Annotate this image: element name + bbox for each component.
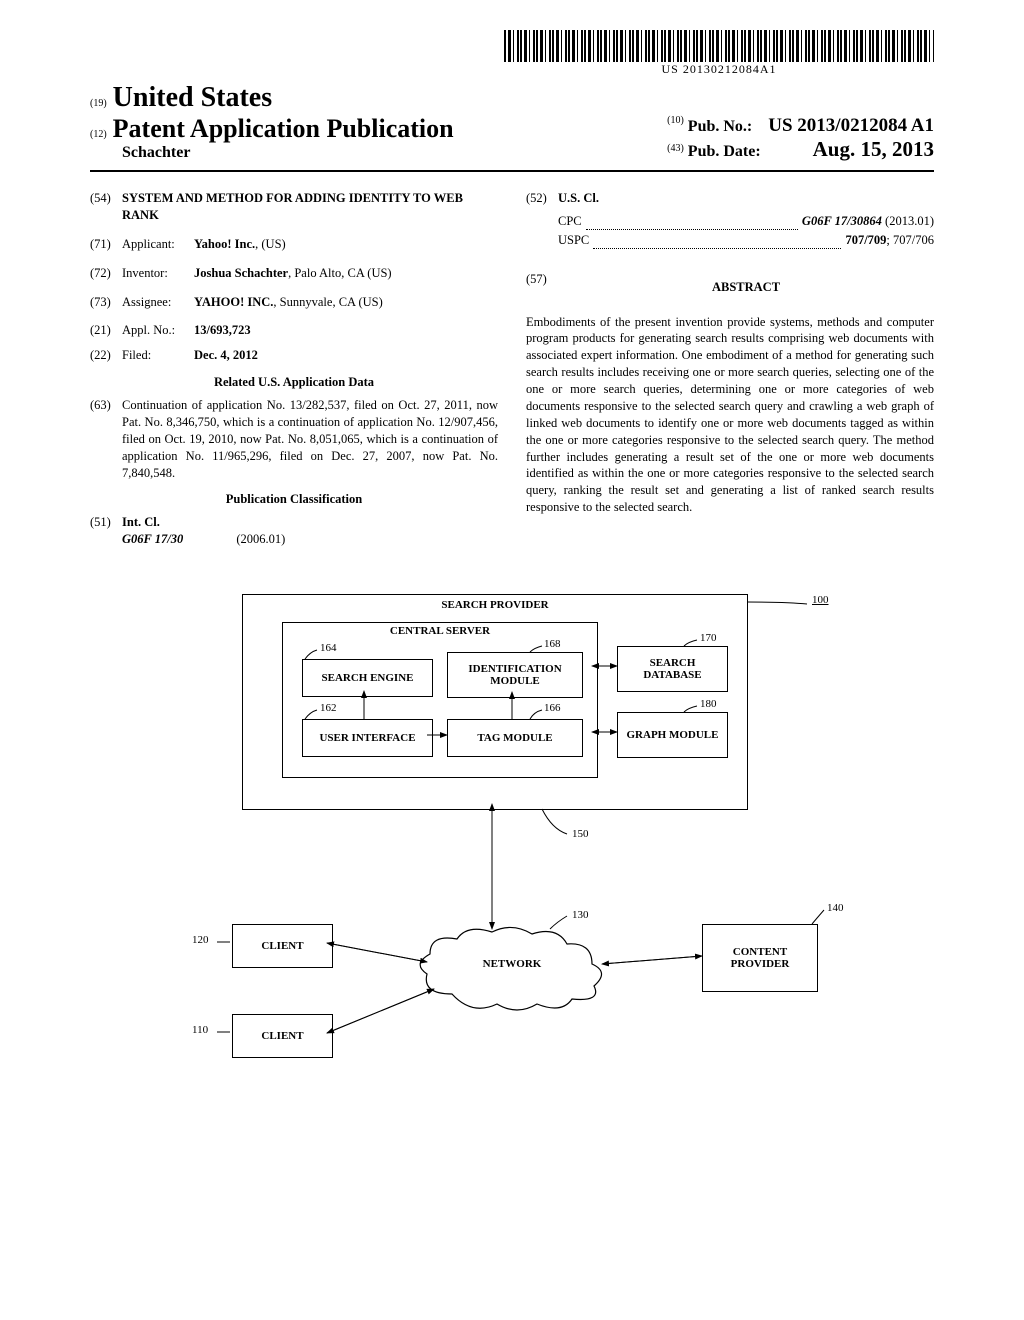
int-cl-code: G06F 17/30 bbox=[122, 532, 183, 546]
assignee-value: YAHOO! INC., Sunnyvale, CA (US) bbox=[194, 294, 498, 311]
field-63-num: (63) bbox=[90, 397, 122, 481]
publication-type: Patent Application Publication bbox=[113, 114, 454, 144]
pub-date-value: Aug. 15, 2013 bbox=[813, 137, 934, 162]
invention-title: SYSTEM AND METHOD FOR ADDING IDENTITY TO… bbox=[122, 190, 498, 224]
right-column: (52) U.S. Cl. CPC G06F 17/30864 (2013.01… bbox=[526, 184, 934, 554]
field-71-label: Applicant: bbox=[122, 236, 194, 253]
pub-no-label: Pub. No.: bbox=[688, 118, 752, 135]
dotted-leader bbox=[593, 236, 841, 248]
user-interface-box: USER INTERFACE bbox=[302, 719, 433, 757]
ref-162: 162 bbox=[320, 702, 337, 714]
search-engine-label: SEARCH ENGINE bbox=[322, 672, 414, 684]
identification-module-label: IDENTIFICATION MODULE bbox=[450, 663, 580, 687]
pub-classification-title: Publication Classification bbox=[90, 491, 498, 508]
barcode: US 20130212084A1 bbox=[504, 30, 934, 77]
ref-180: 180 bbox=[700, 698, 717, 710]
filed-value: Dec. 4, 2012 bbox=[194, 347, 498, 364]
tag-module-label: TAG MODULE bbox=[477, 732, 552, 744]
ref-166: 166 bbox=[544, 702, 561, 714]
field-52-num: (52) bbox=[526, 190, 558, 207]
code-12: (12) bbox=[90, 129, 107, 140]
content-provider-box: CONTENT PROVIDER bbox=[702, 924, 818, 992]
code-43: (43) bbox=[667, 143, 684, 154]
cpc-row: CPC G06F 17/30864 (2013.01) bbox=[558, 213, 934, 230]
barcode-area: US 20130212084A1 bbox=[90, 30, 934, 77]
barcode-strip bbox=[504, 30, 934, 62]
int-cl-label: Int. Cl. bbox=[122, 514, 498, 531]
barcode-text: US 20130212084A1 bbox=[504, 62, 934, 77]
author-name: Schachter bbox=[90, 144, 454, 162]
field-22-num: (22) bbox=[90, 347, 122, 364]
ref-168: 168 bbox=[544, 638, 561, 650]
uspc-label: USPC bbox=[558, 232, 589, 249]
uspc-row: USPC 707/709; 707/706 bbox=[558, 232, 934, 249]
field-72-num: (72) bbox=[90, 265, 122, 282]
client-box-120: CLIENT bbox=[232, 924, 333, 968]
search-provider-label: SEARCH PROVIDER bbox=[243, 599, 747, 611]
code-10: (10) bbox=[667, 115, 684, 126]
field-51-num: (51) bbox=[90, 514, 122, 548]
field-73-num: (73) bbox=[90, 294, 122, 311]
ref-140: 140 bbox=[827, 902, 844, 914]
ref-150: 150 bbox=[572, 828, 589, 840]
field-57-num: (57) bbox=[526, 271, 558, 314]
int-cl-block: Int. Cl. G06F 17/30 (2006.01) bbox=[122, 514, 498, 548]
figure-diagram: SEARCH PROVIDER CENTRAL SERVER SEARCH EN… bbox=[172, 594, 852, 1094]
field-21-label: Appl. No.: bbox=[122, 322, 194, 339]
field-71-num: (71) bbox=[90, 236, 122, 253]
related-data-title: Related U.S. Application Data bbox=[90, 374, 498, 391]
abstract-label: ABSTRACT bbox=[558, 279, 934, 296]
left-column: (54) SYSTEM AND METHOD FOR ADDING IDENTI… bbox=[90, 184, 498, 554]
field-72-label: Inventor: bbox=[122, 265, 194, 282]
graph-module-label: GRAPH MODULE bbox=[627, 729, 719, 741]
search-database-box: SEARCH DATABASE bbox=[617, 646, 728, 692]
ref-164: 164 bbox=[320, 642, 337, 654]
cpc-label: CPC bbox=[558, 213, 582, 230]
tag-module-box: TAG MODULE bbox=[447, 719, 583, 757]
int-cl-year: (2006.01) bbox=[236, 532, 285, 546]
ref-130: 130 bbox=[572, 909, 589, 921]
identification-module-box: IDENTIFICATION MODULE bbox=[447, 652, 583, 698]
pub-no-value: US 2013/0212084 A1 bbox=[768, 115, 934, 136]
graph-module-box: GRAPH MODULE bbox=[617, 712, 728, 758]
us-cl-label: U.S. Cl. bbox=[558, 190, 934, 207]
abstract-text: Embodiments of the present invention pro… bbox=[526, 314, 934, 517]
header-block: (19) United States (12) Patent Applicati… bbox=[90, 82, 934, 162]
search-engine-box: SEARCH ENGINE bbox=[302, 659, 433, 697]
biblio-columns: (54) SYSTEM AND METHOD FOR ADDING IDENTI… bbox=[90, 184, 934, 554]
content-provider-label: CONTENT PROVIDER bbox=[705, 946, 815, 970]
code-19: (19) bbox=[90, 98, 107, 109]
ref-110: 110 bbox=[192, 1024, 208, 1036]
country-title: United States bbox=[113, 82, 272, 114]
uspc-value: 707/709; 707/706 bbox=[845, 232, 934, 249]
ref-170: 170 bbox=[700, 632, 717, 644]
central-server-label: CENTRAL SERVER bbox=[283, 625, 597, 637]
network-label: NETWORK bbox=[412, 958, 612, 970]
search-database-label: SEARCH DATABASE bbox=[620, 657, 725, 681]
client-box-110: CLIENT bbox=[232, 1014, 333, 1058]
client-110-label: CLIENT bbox=[261, 1030, 303, 1042]
inventor-value: Joshua Schachter, Palo Alto, CA (US) bbox=[194, 265, 498, 282]
applicant-value: Yahoo! Inc., (US) bbox=[194, 236, 498, 253]
field-22-label: Filed: bbox=[122, 347, 194, 364]
divider-line bbox=[90, 170, 934, 172]
field-54-num: (54) bbox=[90, 190, 122, 224]
continuation-text: Continuation of application No. 13/282,5… bbox=[122, 397, 498, 481]
pub-date-label: Pub. Date: bbox=[688, 143, 761, 160]
field-21-num: (21) bbox=[90, 322, 122, 339]
field-73-label: Assignee: bbox=[122, 294, 194, 311]
ref-100: 100 bbox=[812, 594, 829, 606]
appl-no-value: 13/693,723 bbox=[194, 322, 498, 339]
header-right: (10) Pub. No.: US 2013/0212084 A1 (43) P… bbox=[667, 115, 934, 162]
user-interface-label: USER INTERFACE bbox=[319, 732, 415, 744]
ref-120: 120 bbox=[192, 934, 209, 946]
dotted-leader bbox=[586, 218, 798, 230]
client-120-label: CLIENT bbox=[261, 940, 303, 952]
header-left: (12) Patent Application Publication Scha… bbox=[90, 114, 454, 162]
network-cloud: NETWORK bbox=[412, 924, 612, 1018]
patent-page: US 20130212084A1 (19) United States (12)… bbox=[0, 0, 1024, 1134]
cpc-value: G06F 17/30864 (2013.01) bbox=[802, 213, 934, 230]
us-cl-block: U.S. Cl. bbox=[558, 190, 934, 207]
